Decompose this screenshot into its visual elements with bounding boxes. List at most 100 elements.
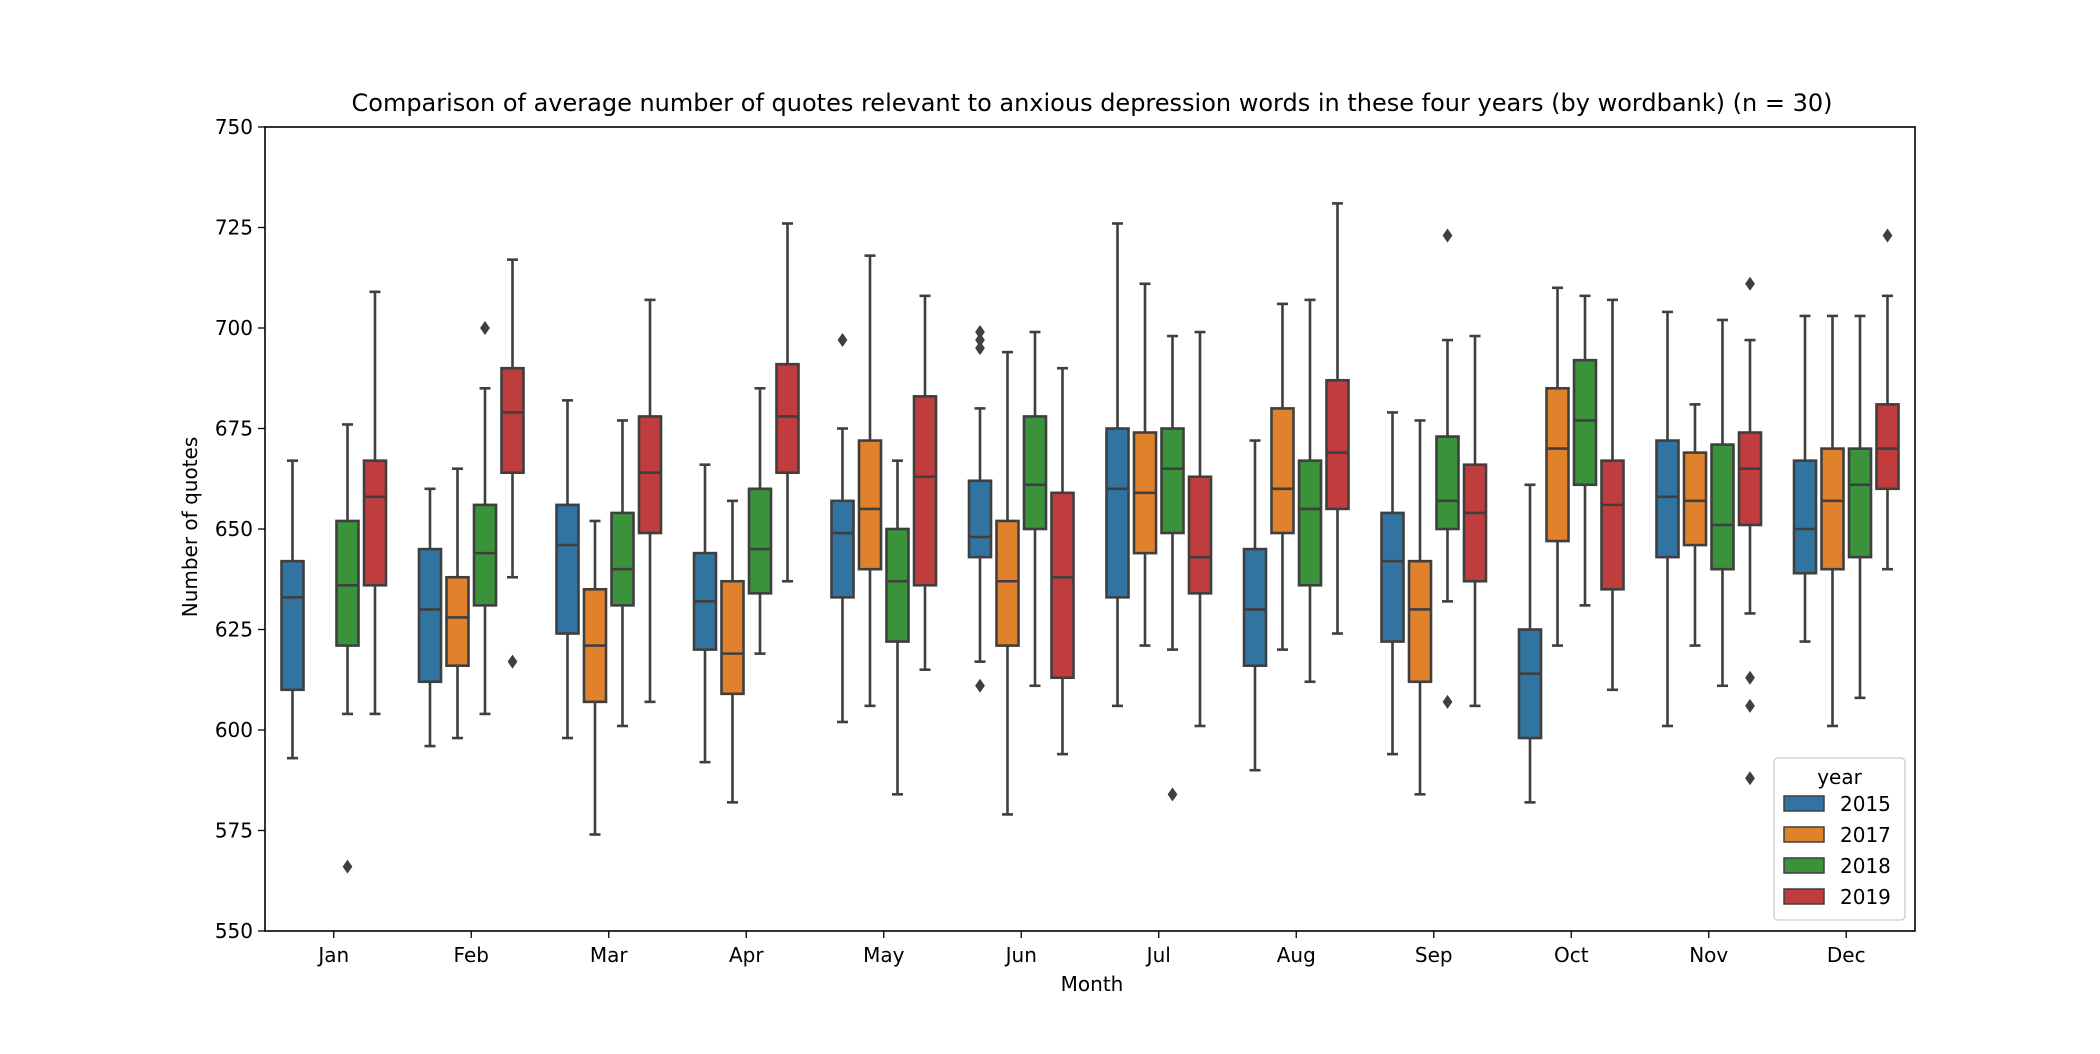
box-2015-Apr: [692, 463, 718, 764]
box-2019-Jan: [362, 290, 388, 716]
box-2019-Nov: [1737, 276, 1763, 786]
y-tick-label: 600: [215, 718, 253, 742]
box-iqr: [335, 519, 360, 647]
box-iqr: [555, 503, 580, 635]
box-iqr: [1682, 451, 1708, 547]
box-iqr: [967, 479, 993, 559]
x-tick-label: Nov: [1689, 943, 1728, 967]
box-2015-Aug: [1242, 439, 1268, 772]
box-2015-Dec: [1792, 314, 1818, 643]
legend-label-2015: 2015: [1840, 792, 1891, 816]
box-iqr: [1435, 435, 1460, 531]
x-tick-label: Jan: [316, 943, 349, 967]
x-tick-label: Oct: [1554, 943, 1589, 967]
outlier-point: [975, 325, 985, 340]
x-axis-label: Month: [1061, 972, 1124, 996]
box-iqr: [1187, 475, 1213, 595]
x-tick-label: Apr: [729, 943, 764, 967]
box-2015-Nov: [1655, 310, 1680, 728]
box-iqr: [1050, 491, 1075, 680]
box-2017-Feb: [445, 467, 470, 740]
box-iqr: [912, 395, 938, 587]
box-iqr: [417, 547, 443, 684]
y-tick-label: 625: [215, 618, 253, 642]
outlier-point: [1745, 698, 1755, 713]
legend: year 2015 2017 2018 2019: [1773, 757, 1906, 921]
legend-swatch-2018: [1783, 857, 1825, 874]
outlier-point: [1745, 771, 1755, 786]
box-2017-Mar: [582, 519, 608, 836]
box-iqr: [720, 579, 745, 696]
outlier-point: [975, 678, 985, 693]
box-2017-May: [857, 254, 883, 708]
chart-title: Comparison of average number of quotes r…: [352, 89, 1833, 117]
box-iqr: [362, 459, 388, 587]
box-iqr: [1820, 447, 1845, 571]
box-iqr: [610, 511, 635, 607]
box-2018-Mar: [610, 419, 635, 728]
outlier-point: [1745, 276, 1755, 291]
box-2015-Sep: [1380, 411, 1405, 756]
box-2018-Aug: [1297, 298, 1323, 684]
box-2017-Apr: [720, 499, 745, 804]
box-2018-Jan: [335, 423, 360, 874]
box-2017-Aug: [1270, 302, 1295, 651]
box-iqr: [857, 439, 883, 571]
box-2015-Feb: [417, 487, 443, 748]
outlier-point: [975, 341, 985, 356]
outlier-point: [342, 859, 353, 874]
outlier-point: [1745, 670, 1755, 685]
box-2019-Oct: [1600, 298, 1625, 692]
y-tick-label: 700: [215, 316, 253, 340]
box-2019-Mar: [637, 298, 663, 704]
box-iqr: [1380, 511, 1405, 643]
box-2018-May: [885, 459, 910, 796]
box-2018-Oct: [1572, 294, 1598, 607]
box-2019-Sep: [1462, 334, 1488, 708]
x-tick-label: Aug: [1277, 943, 1316, 967]
plot-area: 550 575 600 625 650 675 700 725 750 Jan Feb Mar Apr M…: [215, 115, 1916, 967]
box-2018-Nov: [1710, 318, 1735, 688]
outlier-point: [507, 654, 518, 669]
box-iqr: [1572, 358, 1598, 487]
y-axis-label: Number of quotes: [178, 437, 202, 618]
box-2015-Jul: [1105, 222, 1130, 708]
legend-title: year: [1817, 765, 1862, 789]
legend-swatch-2015: [1783, 795, 1825, 812]
box-2015-May: [830, 333, 855, 724]
box-iqr: [472, 503, 498, 607]
box-2019-Feb: [500, 258, 525, 669]
box-iqr: [1875, 403, 1900, 491]
legend-label-2018: 2018: [1840, 854, 1891, 878]
x-tick-label: Jun: [1004, 943, 1037, 967]
x-tick-label: Feb: [454, 943, 489, 967]
box-iqr: [1105, 427, 1130, 599]
x-tick-label: Jul: [1145, 943, 1171, 967]
box-iqr: [1022, 415, 1048, 531]
box-2019-Jul: [1187, 330, 1213, 728]
x-tick-label: May: [863, 943, 905, 967]
box-iqr: [1545, 386, 1570, 543]
y-tick-label: 725: [215, 216, 253, 240]
box-iqr: [775, 362, 800, 475]
outlier-point: [480, 321, 490, 335]
box-iqr: [445, 575, 470, 667]
box-iqr: [637, 415, 663, 535]
box-iqr: [1517, 628, 1543, 740]
y-tick-label: 750: [215, 115, 253, 139]
outlier-point: [1882, 228, 1893, 243]
y-tick-label: 675: [215, 417, 253, 441]
y-tick-label: 650: [215, 517, 253, 541]
x-tick-label: Dec: [1827, 943, 1866, 967]
outlier-point: [1442, 228, 1453, 243]
axes-frame: [264, 126, 1916, 932]
box-2015-Oct: [1517, 483, 1543, 804]
box-2015-Jan: [280, 459, 305, 760]
box-iqr: [1270, 407, 1295, 535]
legend-swatch-2019: [1783, 888, 1825, 905]
box-2018-Jun: [1022, 330, 1048, 688]
legend-label-2019: 2019: [1840, 885, 1891, 909]
box-2017-Dec: [1820, 314, 1845, 728]
box-2017-Oct: [1545, 286, 1570, 647]
box-iqr: [1242, 547, 1268, 667]
